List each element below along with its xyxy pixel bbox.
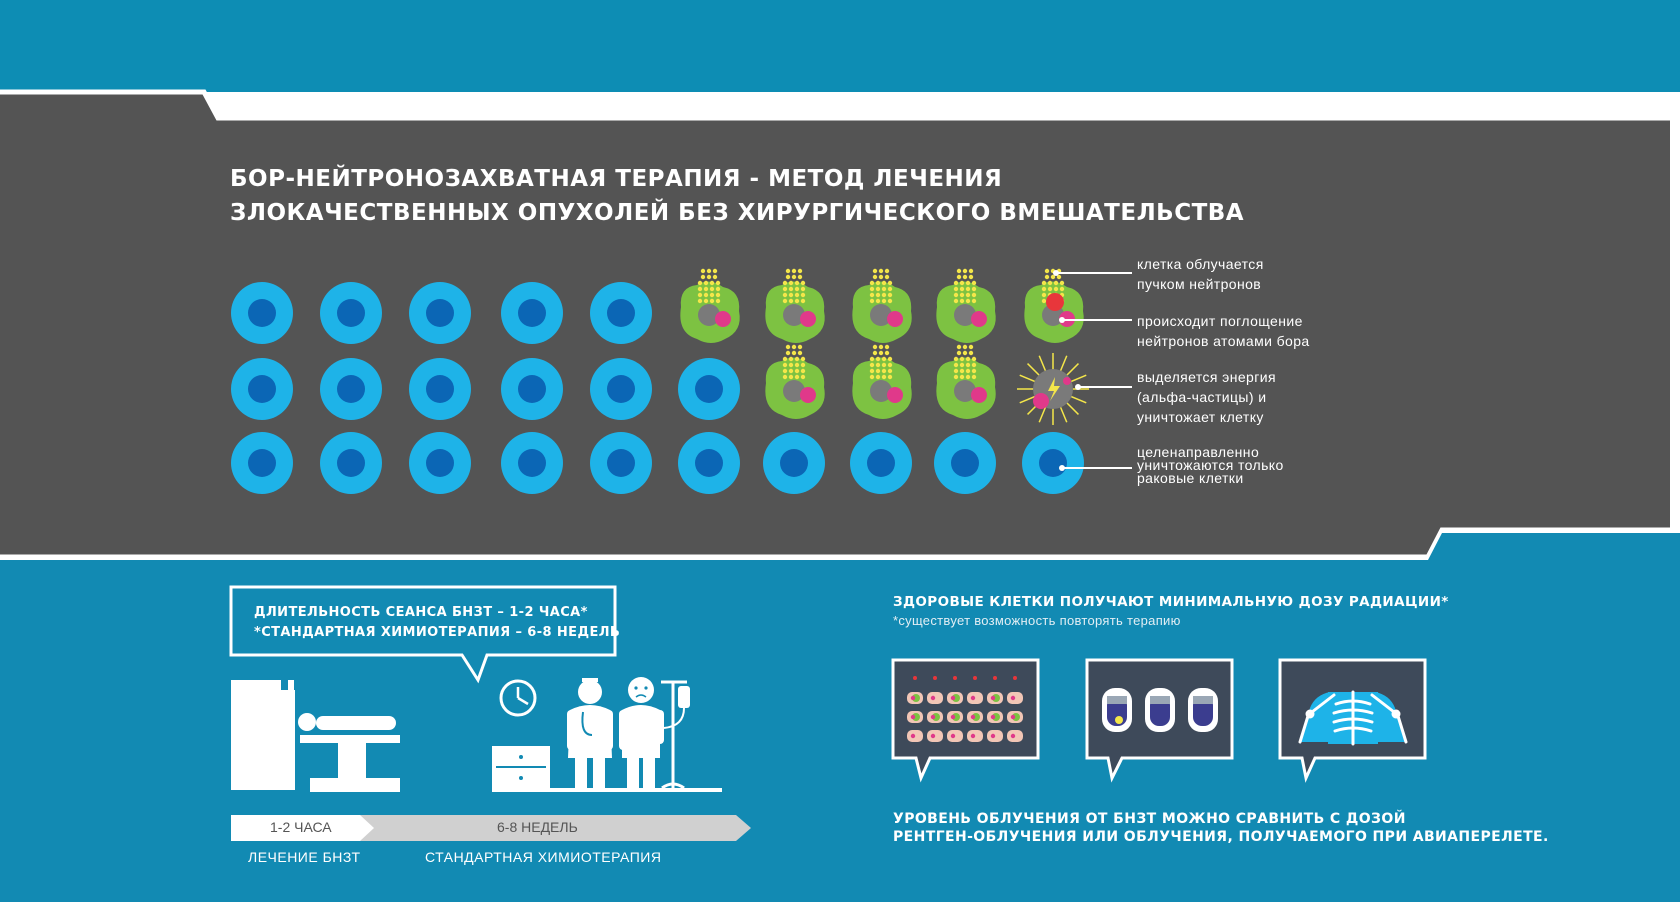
tumor-cell — [936, 268, 996, 343]
legend-step-2: происходит поглощение нейтронов атомами … — [1137, 313, 1310, 349]
legend-step-4: целенаправленно уничтожаются только рако… — [1137, 444, 1284, 486]
tumor-cell — [852, 268, 912, 343]
chemo-caption: СТАНДАРТНАЯ ХИМИОТЕРАПИЯ — [425, 849, 662, 865]
healthy-cell — [501, 432, 563, 494]
healthy-cell — [409, 358, 471, 420]
clock-icon — [499, 679, 537, 717]
page-title: БОР-НЕЙТРОНОЗАХВАТНАЯ ТЕРАПИЯ - МЕТОД ЛЕ… — [230, 162, 1244, 230]
healthy-cell — [231, 358, 293, 420]
healthy-cell — [501, 282, 563, 344]
title-line-2: ЗЛОКАЧЕСТВЕННЫХ ОПУХОЛЕЙ БЕЗ ХИРУРГИЧЕСК… — [230, 200, 1245, 226]
healthy-cell — [231, 282, 293, 344]
healthy-cell — [409, 282, 471, 344]
cell-grid — [231, 268, 1089, 494]
boron-capture-highlight — [1046, 293, 1064, 311]
bnct-duration-label: 1-2 ЧАСА — [270, 819, 332, 835]
panel-border-bottom — [0, 527, 1670, 560]
dark-panel — [0, 92, 1670, 557]
tumor-cell — [765, 268, 825, 343]
healthy-cell — [320, 432, 382, 494]
healthy-cell — [1022, 432, 1084, 494]
bnct-machine-icon — [231, 680, 400, 792]
tumor-cell — [765, 344, 825, 419]
healthy-cell — [934, 432, 996, 494]
radiation-note: *существует возможность повторять терапи… — [893, 613, 1181, 628]
legend-step-1: клетка облучается пучком нейтронов — [1137, 256, 1264, 292]
iv-drip-icon — [661, 680, 690, 790]
chemo-duration-label: 6-8 НЕДЕЛЬ — [497, 819, 578, 835]
healthy-cell — [231, 432, 293, 494]
timeline-bar — [231, 815, 751, 841]
xray-bubble — [1278, 658, 1427, 783]
healthy-cell — [501, 358, 563, 420]
radiation-title: ЗДОРОВЫЕ КЛЕТКИ ПОЛУЧАЮТ МИНИМАЛЬНУЮ ДОЗ… — [893, 594, 1449, 610]
chemo-scene-icon — [492, 677, 722, 792]
healthy-cell — [409, 432, 471, 494]
bnct-caption: ЛЕЧЕНИЕ БНЗТ — [248, 849, 361, 865]
healthy-cell — [850, 432, 912, 494]
title-line-1: БОР-НЕЙТРОНОЗАХВАТНАЯ ТЕРАПИЯ - МЕТОД ЛЕ… — [230, 166, 1003, 192]
session-duration-text: ДЛИТЕЛЬНОСТЬ СЕАНСА БНЗТ – 1-2 ЧАСА* *СТ… — [254, 605, 621, 640]
legend-step-3: выделяется энергия (альфа-частицы) и уни… — [1137, 369, 1276, 425]
top-band — [0, 0, 1680, 92]
legend-connectors — [1056, 272, 1132, 469]
patient-icon — [619, 677, 664, 790]
healthy-cell — [678, 358, 740, 420]
healthy-cell — [763, 432, 825, 494]
tumor-cell — [680, 268, 740, 343]
tumor-cell — [936, 344, 996, 419]
healthy-cell — [590, 358, 652, 420]
healthy-cell — [678, 432, 740, 494]
healthy-cell — [590, 432, 652, 494]
session-bubble — [229, 585, 617, 684]
chemo-duration-bar — [360, 815, 751, 841]
tumor-cell — [852, 344, 912, 419]
healthy-cell — [320, 282, 382, 344]
radiation-comparison: УРОВЕНЬ ОБЛУЧЕНИЯ ОТ БНЗТ МОЖНО СРАВНИТЬ… — [893, 811, 1549, 845]
healthy-cell — [590, 282, 652, 344]
exploding-cell — [1017, 353, 1089, 425]
doctor-icon — [567, 678, 613, 790]
healthy-cell — [320, 358, 382, 420]
airplane-windows-bubble — [1085, 658, 1234, 783]
bnct-duration-bar — [231, 815, 374, 841]
cells-bubble — [891, 658, 1040, 783]
panel-border-top — [0, 89, 1670, 121]
